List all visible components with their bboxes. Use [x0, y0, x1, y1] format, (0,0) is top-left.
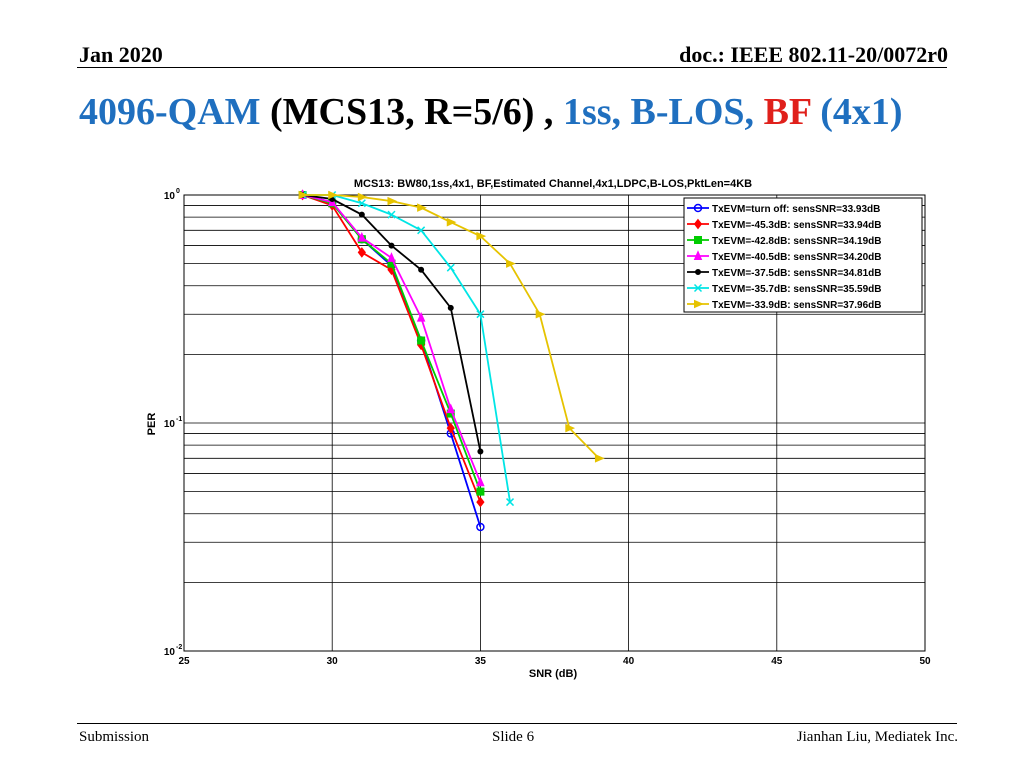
data-point — [418, 266, 425, 273]
data-point — [506, 498, 515, 507]
title-stream-channel: 1ss, B-LOS, — [562, 91, 764, 133]
data-point — [693, 250, 703, 260]
data-point — [476, 496, 485, 508]
x-tick-label: 30 — [327, 656, 339, 667]
series-6 — [298, 190, 605, 463]
data-point — [446, 422, 455, 434]
data-point — [387, 196, 398, 206]
data-point — [357, 192, 368, 202]
data-point — [476, 487, 485, 496]
data-point — [446, 263, 455, 272]
data-point — [387, 210, 396, 219]
data-point — [328, 190, 338, 200]
data-point — [357, 199, 366, 208]
legend-item: TxEVM=-45.3dB: sensSNR=33.94dB — [687, 218, 882, 231]
slide-title: 4096-QAM (MCS13, R=5/6) , 1ss, B-LOS, BF… — [79, 90, 903, 134]
y-tick-label: 10 — [164, 419, 176, 430]
x-tick-label: 45 — [771, 656, 783, 667]
legend-item: TxEVM=-37.5dB: sensSNR=34.81dB — [687, 268, 882, 279]
data-point — [357, 247, 366, 258]
footer-author: Jianhan Liu, Mediatek Inc. — [796, 729, 958, 745]
data-point — [477, 448, 484, 455]
y-axis-label: PER — [146, 413, 158, 436]
y-tick-exponent: -2 — [176, 644, 182, 651]
legend-item: TxEVM=turn off: sensSNR=33.93dB — [687, 203, 880, 215]
x-tick-label: 40 — [623, 656, 635, 667]
title-bf: BF — [763, 91, 811, 133]
legend-label: TxEVM=turn off: sensSNR=33.93dB — [712, 204, 880, 215]
title-mcs: (MCS13, R=5/6) , — [260, 91, 563, 133]
legend: TxEVM=turn off: sensSNR=33.93dB TxEVM=-45… — [683, 197, 923, 313]
chart-title: MCS13: BW80,1ss,4x1, BF,Estimated Channe… — [354, 178, 752, 190]
legend-item: TxEVM=-35.7dB: sensSNR=35.59dB — [687, 283, 882, 295]
data-point — [695, 269, 701, 275]
legend-item: TxEVM=-42.8dB: sensSNR=34.19dB — [687, 236, 882, 247]
y-tick-exponent: 0 — [176, 188, 180, 195]
y-tick-label: 10 — [164, 191, 176, 202]
series-4 — [299, 192, 484, 455]
legend-label: TxEVM=-45.3dB: sensSNR=33.94dB — [712, 220, 882, 231]
data-point — [693, 203, 703, 213]
data-point — [447, 304, 454, 311]
data-point — [417, 336, 426, 345]
footer-rule — [77, 723, 957, 724]
data-point — [506, 259, 516, 268]
title-antenna-config: (4x1) — [810, 91, 903, 133]
legend-label: TxEVM=-37.5dB: sensSNR=34.81dB — [712, 268, 882, 279]
legend-label: TxEVM=-33.9dB: sensSNR=37.96dB — [712, 300, 882, 311]
data-point — [694, 299, 704, 309]
data-point — [298, 190, 309, 200]
data-point — [388, 242, 395, 249]
data-point — [476, 231, 487, 241]
header-date: Jan 2020 — [79, 42, 163, 67]
data-point — [446, 403, 456, 414]
data-point — [535, 309, 546, 319]
data-point — [693, 283, 703, 293]
y-tick-exponent: -1 — [176, 416, 182, 423]
data-point — [446, 217, 457, 227]
x-axis-ticks: 25 30 35 40 45 50 — [178, 656, 931, 667]
x-tick-label: 35 — [475, 656, 487, 667]
header-rule — [77, 67, 947, 68]
title-modulation: 4096-QAM — [79, 91, 261, 133]
legend-label: TxEVM=-40.5dB: sensSNR=34.20dB — [712, 252, 882, 263]
data-point — [476, 310, 485, 319]
x-tick-label: 25 — [178, 656, 190, 667]
series-5 — [298, 190, 515, 507]
legend-item: TxEVM=-33.9dB: sensSNR=37.96dB — [687, 299, 882, 311]
footer-slide-number: Slide 6 — [492, 729, 535, 745]
y-tick-label: 10 — [164, 647, 176, 658]
data-point — [565, 423, 576, 433]
series-3 — [298, 189, 485, 487]
footer-submission: Submission — [79, 729, 150, 745]
data-point — [387, 252, 396, 262]
data-point — [693, 218, 703, 230]
data-point — [594, 454, 605, 463]
grid — [184, 195, 925, 651]
data-point — [476, 522, 485, 532]
series-group — [298, 189, 605, 532]
x-axis-label: SNR (dB) — [529, 668, 578, 680]
data-point — [417, 203, 427, 212]
header-doc-id: doc.: IEEE 802.11-20/0072r0 — [679, 42, 948, 67]
x-tick-label: 50 — [919, 656, 931, 667]
data-point — [416, 311, 426, 322]
data-point — [476, 476, 485, 487]
legend-label: TxEVM=-35.7dB: sensSNR=35.59dB — [712, 284, 882, 295]
legend-box — [683, 197, 923, 313]
legend-label: TxEVM=-42.8dB: sensSNR=34.19dB — [712, 236, 882, 247]
data-point — [417, 226, 426, 235]
legend-item: TxEVM=-40.5dB: sensSNR=34.20dB — [687, 250, 882, 263]
data-point — [357, 231, 367, 242]
plot-frame — [183, 194, 926, 652]
data-point — [358, 211, 365, 218]
data-point — [694, 236, 702, 244]
series-line — [302, 194, 511, 503]
